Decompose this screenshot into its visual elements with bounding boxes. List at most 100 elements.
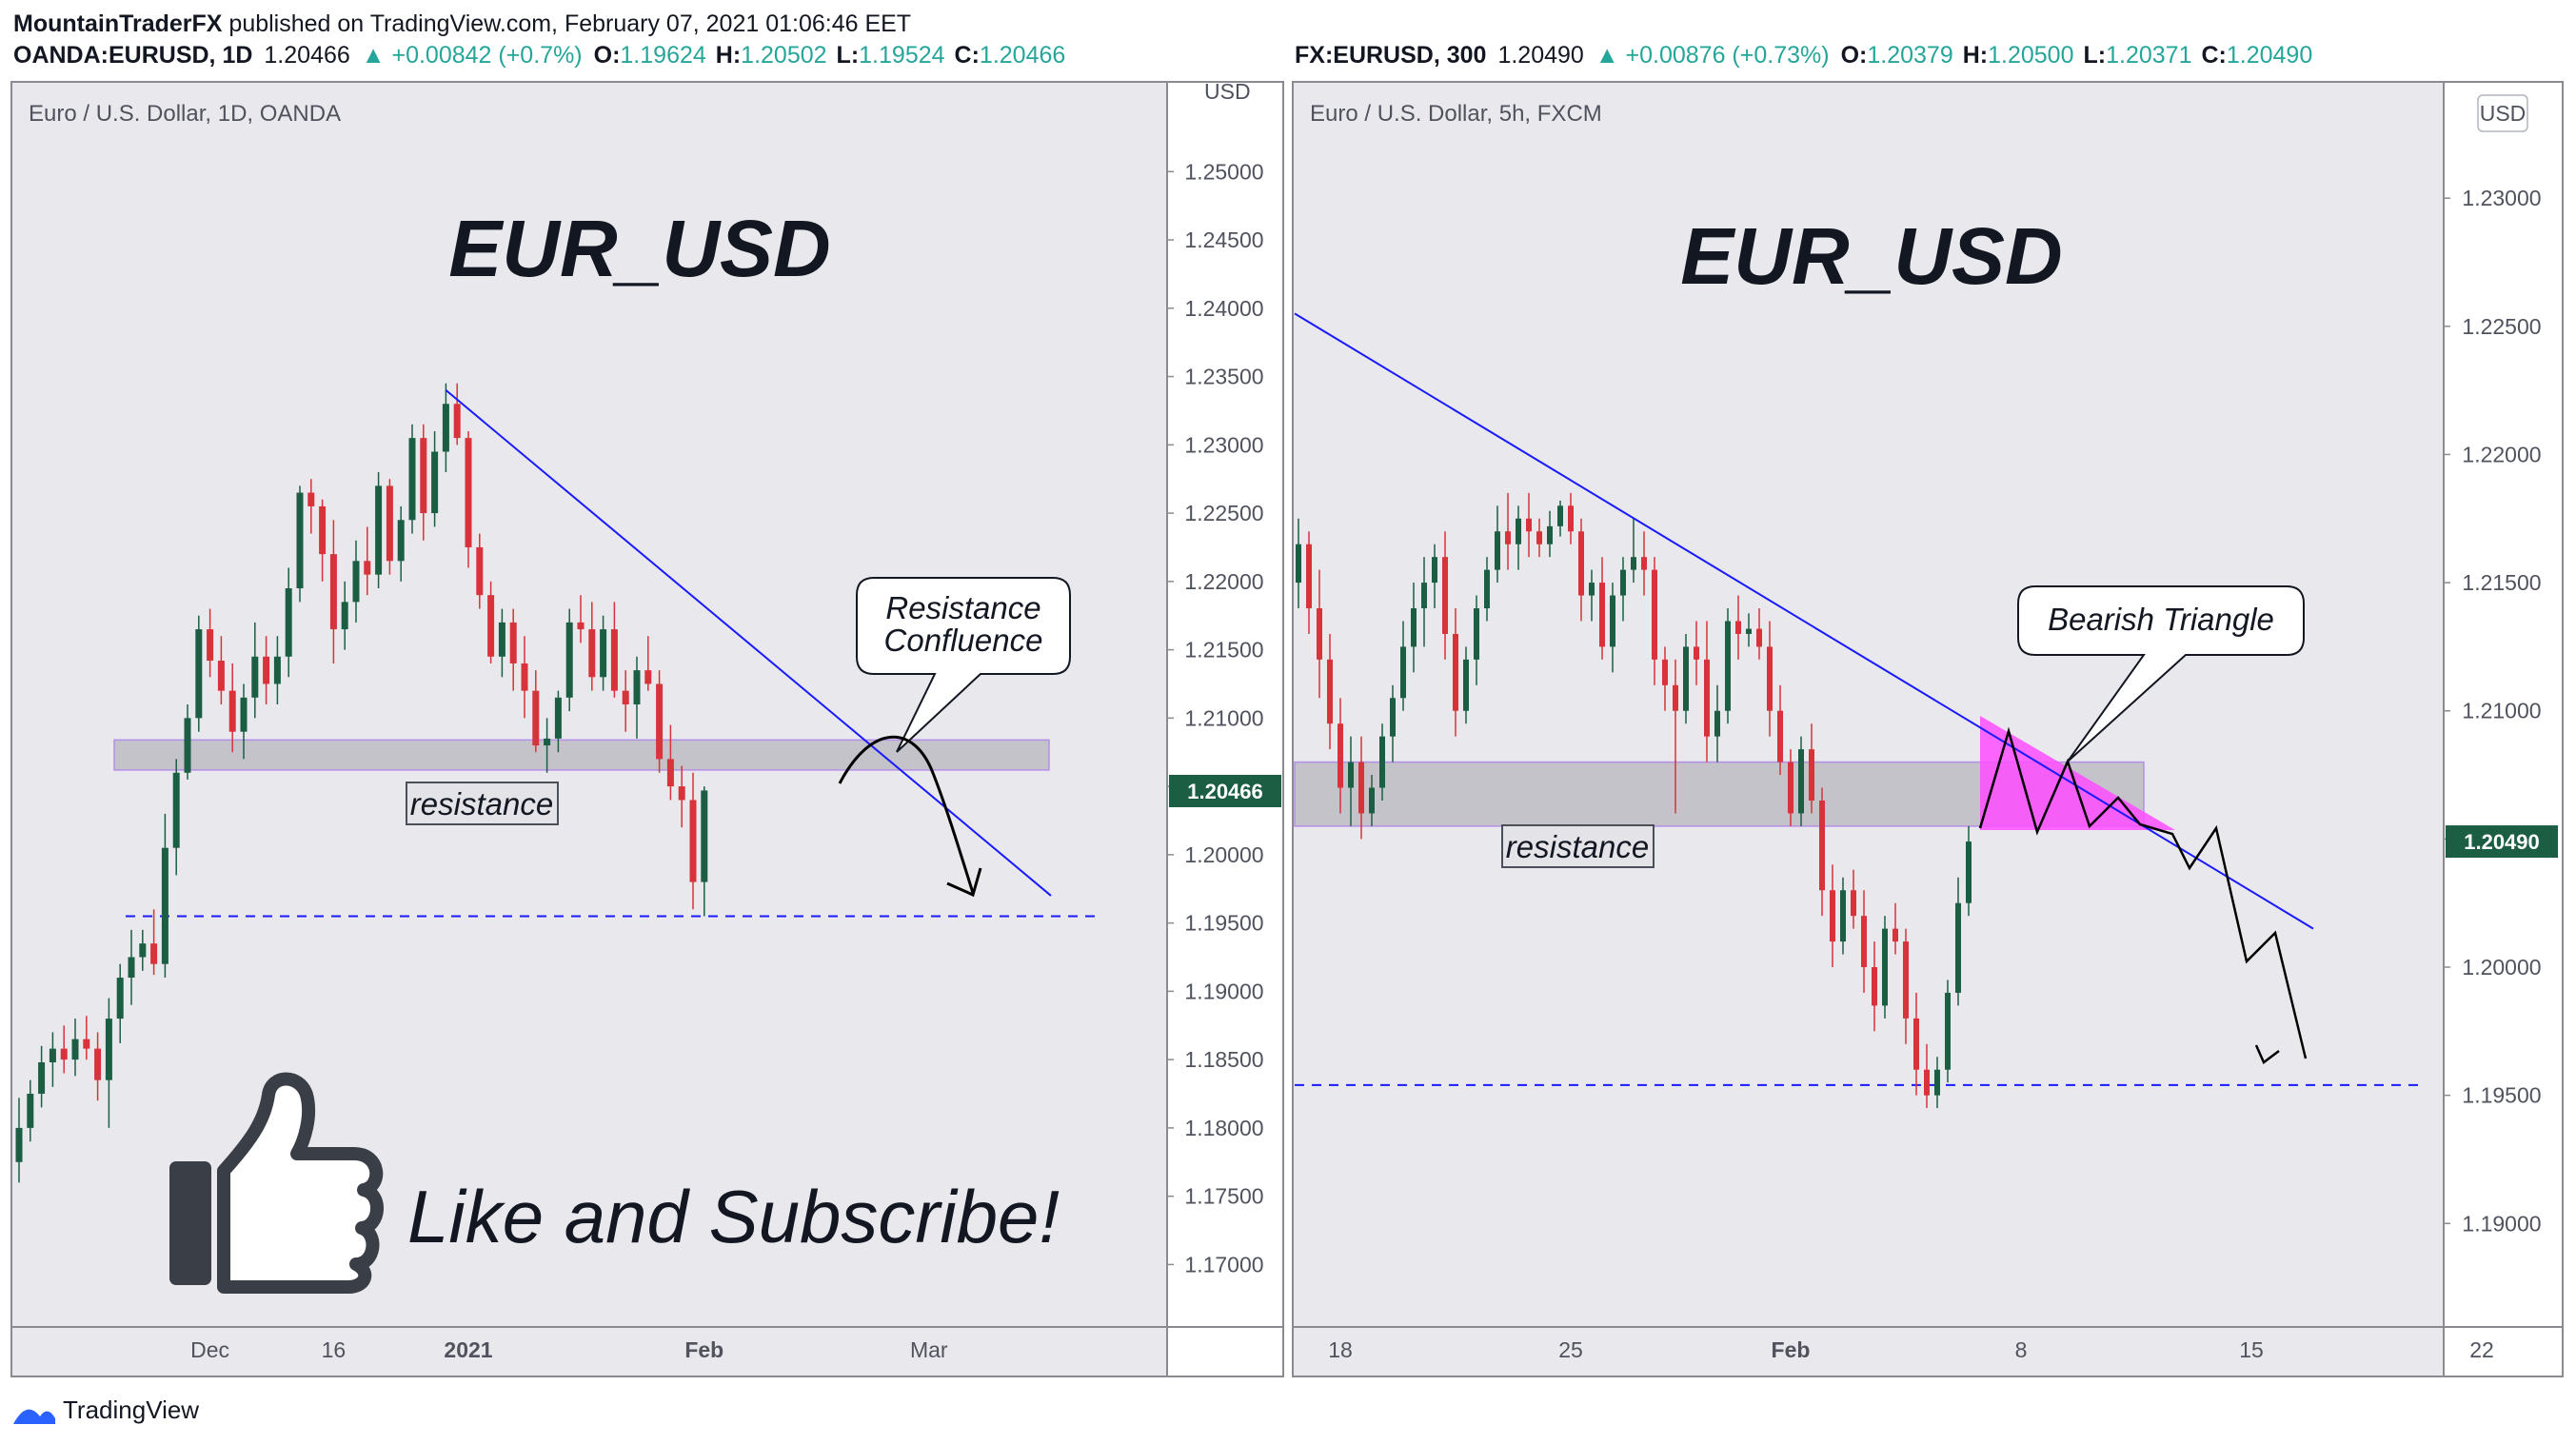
right-time-scale — [1294, 1327, 2443, 1376]
left-projection-arrow — [838, 735, 975, 894]
candle-body — [509, 622, 517, 663]
candle-body — [1610, 595, 1615, 647]
candle-body — [1788, 762, 1793, 814]
candle-body — [1652, 569, 1657, 660]
candle-body — [352, 561, 360, 603]
candle-body — [49, 1048, 56, 1063]
candle-body — [285, 588, 292, 657]
y-tick-label: 1.20000 — [2462, 955, 2541, 980]
candle-body — [296, 492, 304, 589]
right-symbol-title: Euro / U.S. Dollar, 5h, FXCM — [1310, 101, 1602, 127]
candle-body — [1819, 800, 1825, 891]
candle-body — [1547, 525, 1553, 544]
candle-body — [1767, 646, 1773, 711]
candle-body — [60, 1048, 68, 1060]
right-price-badge-text: 1.20490 — [2464, 830, 2540, 854]
candle-body — [1463, 659, 1469, 711]
left-candles — [15, 383, 708, 1183]
y-tick-label: 1.21000 — [2462, 699, 2541, 723]
left-price-badge-text: 1.20466 — [1187, 780, 1263, 803]
candle-body — [1620, 569, 1626, 596]
candle-body — [397, 520, 405, 562]
candle-body — [1924, 1069, 1930, 1096]
y-tick-label: 1.23000 — [1184, 432, 1263, 457]
candle-body — [1955, 902, 1961, 993]
candle-body — [487, 595, 495, 657]
candle-body — [1694, 646, 1699, 660]
candle-body — [1851, 890, 1856, 917]
thumbs-up-icon — [169, 1072, 384, 1294]
candle-body — [1379, 736, 1385, 788]
left-trendline — [445, 389, 1052, 897]
y-tick-label: 1.21500 — [2462, 570, 2541, 595]
right-big-title: EUR_USD — [1680, 211, 2062, 301]
candle-body — [1683, 646, 1689, 711]
y-tick-label: 1.25000 — [1184, 159, 1263, 184]
candle-body — [228, 690, 236, 732]
y-tick-label: 1.24500 — [1184, 228, 1263, 252]
candle-body — [544, 738, 551, 746]
right-currency-label: USD — [2480, 101, 2526, 126]
candle-body — [1673, 684, 1678, 711]
candle-body — [1840, 890, 1846, 942]
y-tick-label: 1.19000 — [2462, 1211, 2541, 1236]
y-tick-label: 1.18500 — [1184, 1047, 1263, 1072]
y-tick-label: 1.22000 — [2462, 442, 2541, 466]
candle-body — [1882, 928, 1888, 1006]
x-tick-label: 15 — [2239, 1337, 2264, 1362]
candle-body — [1578, 531, 1584, 596]
candle-body — [600, 629, 607, 678]
candle-body — [420, 438, 427, 514]
candle-body — [1442, 557, 1448, 634]
candle-body — [83, 1039, 90, 1049]
candle-body — [1892, 928, 1898, 942]
x-tick-label: 18 — [1328, 1337, 1353, 1362]
right-callout-bubble — [2017, 585, 2305, 762]
y-tick-label: 1.23500 — [1184, 365, 1263, 389]
y-tick-label: 1.22000 — [1184, 569, 1263, 594]
candle-body — [1390, 698, 1396, 737]
candle-body — [1746, 628, 1752, 634]
candle-body — [105, 1019, 112, 1080]
candle-body — [217, 661, 225, 691]
candle-body — [38, 1062, 46, 1095]
candle-body — [1599, 583, 1605, 647]
candle-body — [588, 629, 596, 678]
x-tick-label: Feb — [684, 1337, 723, 1362]
candle-body — [161, 847, 168, 964]
candle-body — [1714, 710, 1720, 737]
candle-body — [1421, 583, 1427, 609]
y-tick-label: 1.23000 — [2462, 186, 2541, 210]
candle-body — [554, 697, 562, 739]
publisher-line: MountainTraderFX published on TradingVie… — [13, 10, 911, 37]
candle-body — [1913, 1018, 1919, 1070]
right-ohlc-line: FX:EURUSD, 300 1.20490 ▲ +0.00876 (+0.73%)… — [1295, 42, 2312, 69]
x-tick-label: 25 — [1558, 1337, 1583, 1362]
candle-body — [1327, 659, 1333, 724]
x-tick-label: 22 — [2469, 1337, 2494, 1362]
candle-body — [633, 670, 641, 704]
y-tick-label: 1.18000 — [1184, 1116, 1263, 1140]
right-callout-text: Bearish Triangle — [2048, 602, 2274, 637]
left-chart-panel: Euro / U.S. Dollar, 1D, OANDA USD 1.2500… — [10, 79, 1284, 1377]
y-tick-label: 1.19500 — [2462, 1083, 2541, 1108]
candle-body — [195, 629, 203, 719]
left-ohlc-line: OANDA:EURUSD, 1D 1.20466 ▲ +0.00842 (+0.7%… — [13, 42, 1065, 69]
left-symbol-title: Euro / U.S. Dollar, 1D, OANDA — [29, 101, 341, 127]
right-currency-button[interactable] — [2477, 94, 2528, 132]
candle-body — [251, 656, 259, 698]
candle-body — [1704, 659, 1710, 737]
candle-body — [1809, 749, 1814, 801]
candle-body — [1557, 505, 1563, 526]
candle-body — [27, 1094, 34, 1128]
right-price-badge — [2446, 825, 2558, 859]
candle-body — [1735, 621, 1741, 634]
candle-body — [701, 790, 708, 882]
candle-body — [408, 438, 416, 521]
candle-body — [1516, 518, 1521, 544]
candle-body — [273, 656, 281, 684]
right-resistance-label: resistance — [1506, 829, 1649, 864]
left-x-ticks: Dec 16 2021 Feb Mar — [190, 1337, 948, 1362]
left-resistance-zone — [113, 739, 1050, 771]
candle-body — [656, 683, 664, 760]
